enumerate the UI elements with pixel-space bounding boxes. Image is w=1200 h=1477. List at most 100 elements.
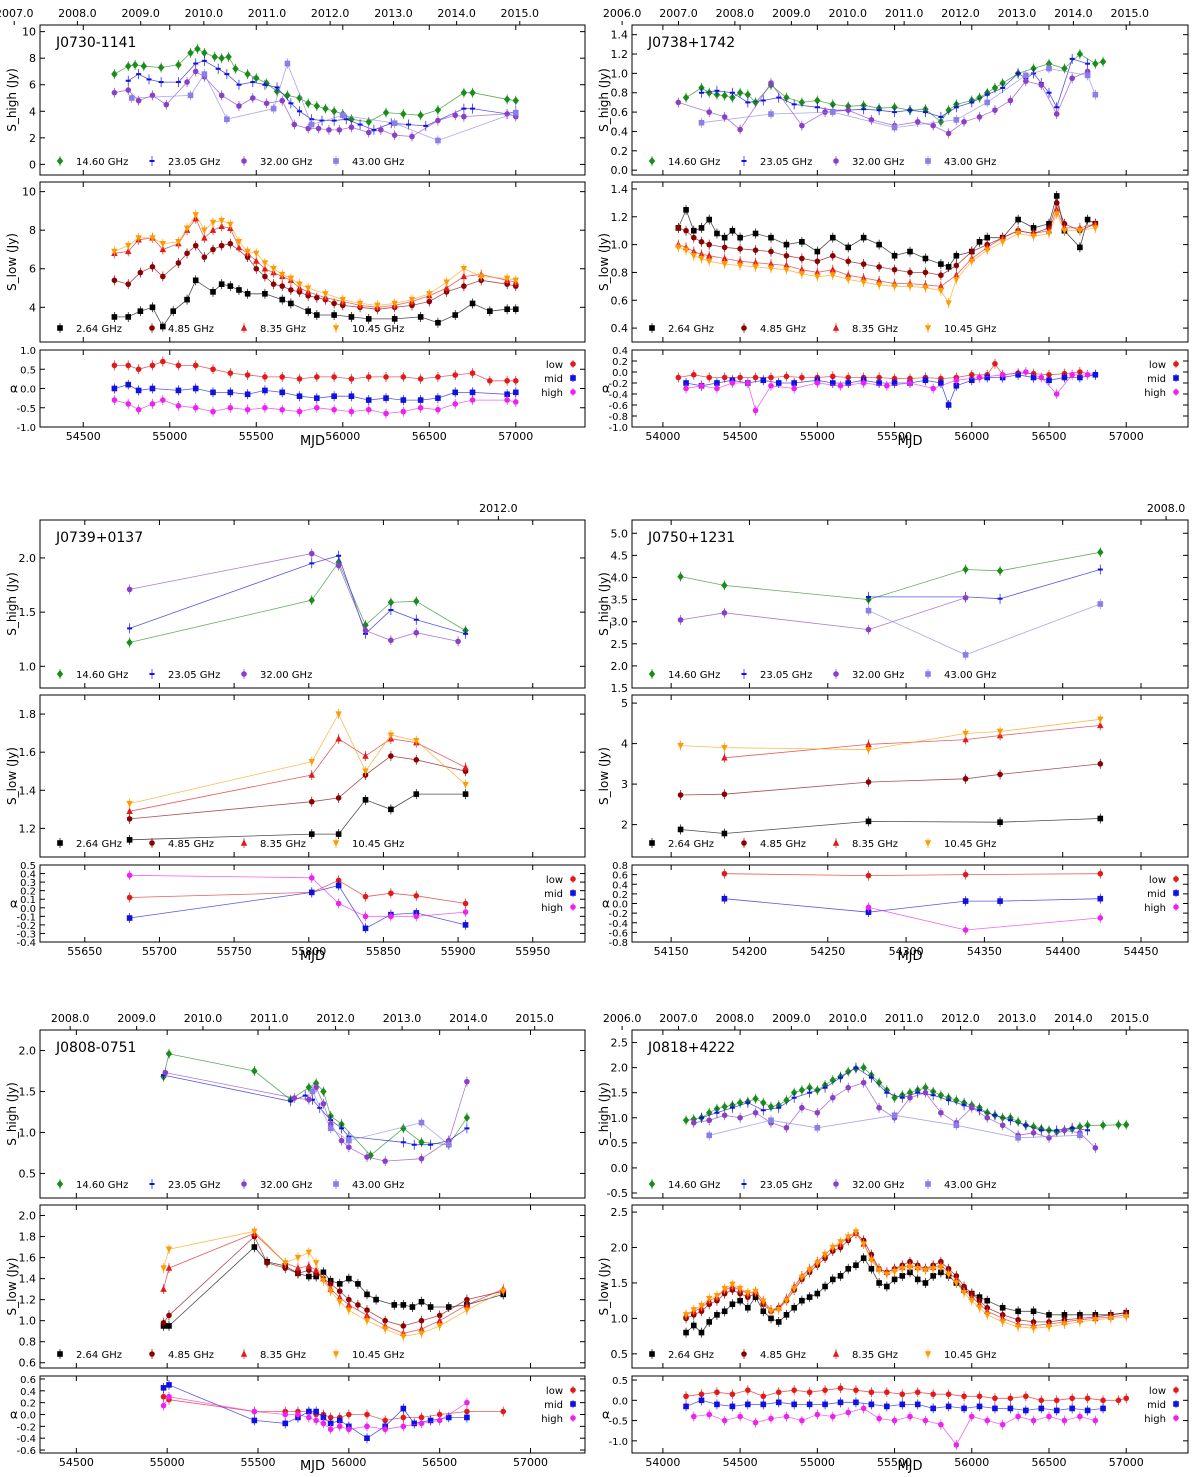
data-point [775, 1399, 782, 1406]
data-point [1069, 371, 1075, 378]
data-point [814, 1411, 821, 1418]
legend-marker [241, 671, 247, 677]
data-point [331, 393, 337, 399]
series-alow [160, 1391, 507, 1426]
data-point [829, 272, 836, 279]
legend-marker [149, 840, 155, 846]
chart-J0738+1742: 2006.0 2007.0 2008.0 2009.0 2010.0 2011.0 2012… [597, 7, 1189, 449]
data-point [1061, 1321, 1068, 1328]
legend-label: 2.64 GHz [76, 1350, 122, 1361]
data-point [209, 219, 217, 227]
data-point [137, 269, 144, 276]
legend-marker [924, 840, 932, 847]
y-tick-label: -0.5 [16, 404, 36, 415]
data-point [945, 106, 952, 115]
data-point [1069, 75, 1075, 82]
data-point [736, 262, 744, 270]
data-point [1007, 1405, 1014, 1412]
legend-marker [332, 325, 340, 332]
data-point [455, 638, 461, 645]
data-point [845, 1234, 852, 1241]
data-point [364, 1154, 370, 1160]
data-point [250, 95, 256, 101]
x-tick-label: 56500 [412, 430, 447, 443]
data-point [165, 1264, 173, 1271]
data-point [135, 387, 142, 394]
data-point [1085, 62, 1091, 65]
data-point [125, 87, 132, 93]
y-tick-label: 1.2 [19, 822, 37, 835]
data-point [737, 234, 743, 241]
data-point [127, 627, 133, 630]
data-point [400, 1423, 407, 1430]
data-point [227, 370, 234, 376]
data-point [1030, 1130, 1037, 1136]
data-point [860, 1255, 867, 1261]
legend-label: 8.35 GHz [852, 1350, 898, 1361]
series-line [163, 1396, 504, 1421]
data-point [159, 240, 167, 248]
data-point [829, 252, 836, 259]
data-point [945, 1403, 952, 1410]
data-point [721, 234, 728, 241]
data-point [883, 1271, 891, 1279]
y-tick-label: 1.4 [611, 183, 629, 196]
data-point [814, 248, 821, 255]
data-point [744, 1290, 752, 1297]
data-point [345, 1301, 353, 1308]
data-point [806, 1401, 813, 1408]
data-point [768, 248, 774, 255]
y-tick-label: 0.0 [611, 164, 629, 177]
data-point [891, 252, 898, 259]
data-point [160, 1393, 167, 1400]
data-point [775, 380, 782, 386]
data-point [1054, 1129, 1060, 1132]
data-point [875, 282, 883, 289]
legend-marker [649, 1351, 655, 1357]
data-point [391, 300, 398, 308]
series-line [129, 553, 459, 642]
legend-label: 4.85 GHz [760, 324, 806, 335]
y-tick-label: 1.4 [611, 29, 629, 42]
data-point [503, 275, 511, 283]
y-tick-label: -0.2 [608, 379, 628, 390]
series-line [686, 1067, 1127, 1133]
data-point [232, 64, 239, 73]
data-point [1069, 57, 1075, 60]
y-tick-label: -0.2 [608, 909, 628, 920]
year-tick-label: 2009.0 [121, 7, 160, 20]
data-point [201, 254, 208, 260]
data-point [683, 380, 689, 386]
data-point [783, 93, 790, 102]
data-point [1014, 1324, 1022, 1331]
data-point [149, 304, 156, 311]
data-point [930, 1273, 936, 1279]
data-point [914, 1276, 921, 1283]
data-point [175, 260, 182, 266]
legend-marker [648, 157, 656, 165]
data-point [315, 125, 322, 132]
data-point [460, 266, 468, 273]
data-point [336, 1417, 343, 1424]
data-point [111, 362, 118, 369]
data-point [244, 70, 251, 79]
data-point [146, 78, 152, 81]
x-tick-label: 54500 [723, 430, 758, 443]
panel-high: 0.0 0.2 0.4 0.6 0.8 1.0 1.2 1.4 14.60 GHz 23.05 G… [611, 24, 1189, 177]
data-point [760, 1308, 767, 1315]
data-point [327, 1414, 334, 1421]
data-point [721, 1112, 728, 1119]
data-point [469, 300, 476, 307]
ylabel-high: S_high (Jy) [597, 1082, 611, 1146]
data-point [435, 395, 441, 401]
data-point [504, 306, 510, 313]
legend-label: 10.45 GHz [944, 1350, 996, 1361]
data-point [783, 1312, 790, 1318]
legend-marker [570, 890, 576, 896]
legend-label: 14.60 GHz [76, 670, 128, 681]
data-point [314, 312, 320, 318]
legend-marker [832, 839, 840, 846]
data-point [907, 1094, 913, 1101]
data-point [822, 1401, 828, 1408]
data-point [166, 1312, 172, 1319]
